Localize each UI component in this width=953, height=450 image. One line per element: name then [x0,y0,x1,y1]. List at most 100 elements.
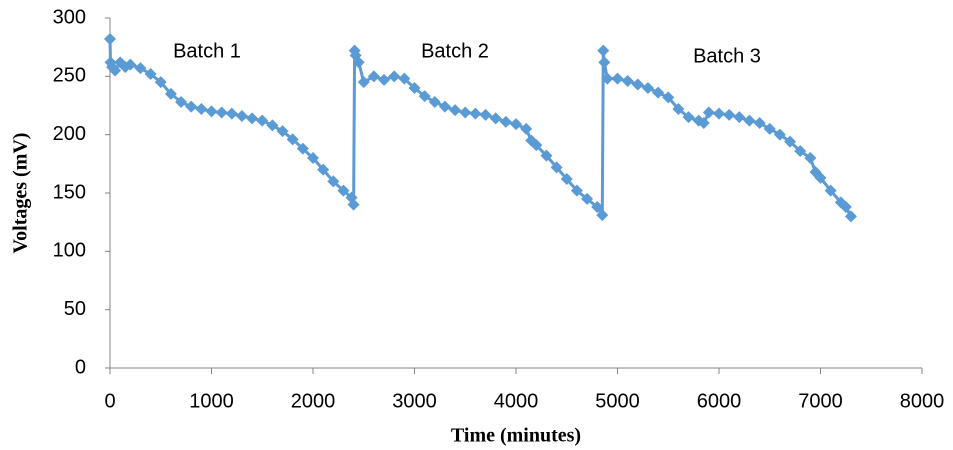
marker [296,142,309,155]
x-axis-title: Time (minutes) [451,425,581,447]
marker [428,96,441,108]
marker [378,73,391,86]
marker [114,56,127,69]
marker [469,107,482,120]
marker [596,209,609,222]
marker [814,171,827,184]
y-tick-label: 0 [75,356,86,378]
marker [713,107,725,120]
marker [317,163,330,176]
x-tick-label: 5000 [595,390,640,412]
marker [611,72,624,85]
x-tick-label: 7000 [798,390,843,412]
marker [560,173,573,185]
marker [185,100,198,113]
marker [784,135,797,148]
marker [591,201,604,213]
marker [307,152,319,164]
marker [459,106,472,119]
marker [540,149,553,162]
marker [824,184,837,197]
x-tick-label: 3000 [392,390,437,412]
y-tick-label: 150 [53,181,86,203]
marker [702,106,715,119]
marker [672,103,685,115]
marker [119,61,132,73]
marker [347,198,360,211]
marker [134,62,147,75]
x-tick-label: 2000 [291,390,336,412]
marker [641,82,654,94]
marker [844,210,857,223]
x-tick-label: 0 [104,390,115,412]
marker [266,119,279,132]
marker [652,86,665,99]
annotation: Batch 3 [693,45,761,67]
marker [352,56,365,69]
marker [804,152,817,164]
marker [327,175,340,188]
marker [124,58,137,71]
marker [164,87,177,100]
marker [723,108,736,121]
marker [235,110,248,122]
marker [205,105,218,118]
marker [357,76,370,89]
marker [367,70,380,83]
y-tick-label: 250 [53,65,86,87]
marker [398,72,411,85]
marker [530,139,543,152]
marker [773,128,786,141]
marker [550,161,563,174]
marker [418,90,431,103]
marker [276,125,289,138]
marker [104,56,117,69]
marker [225,107,238,120]
marker [839,201,852,213]
marker [144,68,157,80]
annotation: Batch 2 [421,40,489,62]
marker [388,70,401,83]
y-tick-label: 300 [53,6,86,28]
y-tick-label: 100 [53,240,86,262]
marker [597,44,610,57]
marker [479,108,492,121]
marker [499,115,512,128]
marker [215,106,228,119]
marker [570,184,583,197]
marker [697,117,710,129]
marker [438,100,451,113]
marker [337,184,350,197]
marker [743,114,756,127]
y-axis-title: Voltages (mV) [10,133,32,254]
marker [489,112,502,125]
x-tick-label: 6000 [697,390,742,412]
marker [662,91,675,104]
marker [246,112,259,125]
marker [449,104,462,117]
x-tick-label: 4000 [494,390,539,412]
marker [794,145,807,157]
marker [104,33,116,45]
marker [598,56,611,69]
marker [408,82,421,94]
marker [510,118,522,131]
marker [753,117,766,129]
marker [520,122,533,135]
x-tick-label: 8000 [900,390,945,412]
marker [175,96,188,108]
marker [195,103,208,115]
y-tick-label: 50 [64,298,86,320]
marker [581,192,594,205]
marker [601,72,614,85]
x-tick-label: 1000 [189,390,234,412]
y-tick-label: 200 [53,123,86,145]
marker [109,64,122,77]
marker [256,114,269,127]
marker [631,78,644,91]
marker [154,76,167,89]
marker [763,122,776,135]
marker [733,111,746,124]
marker [621,75,634,87]
